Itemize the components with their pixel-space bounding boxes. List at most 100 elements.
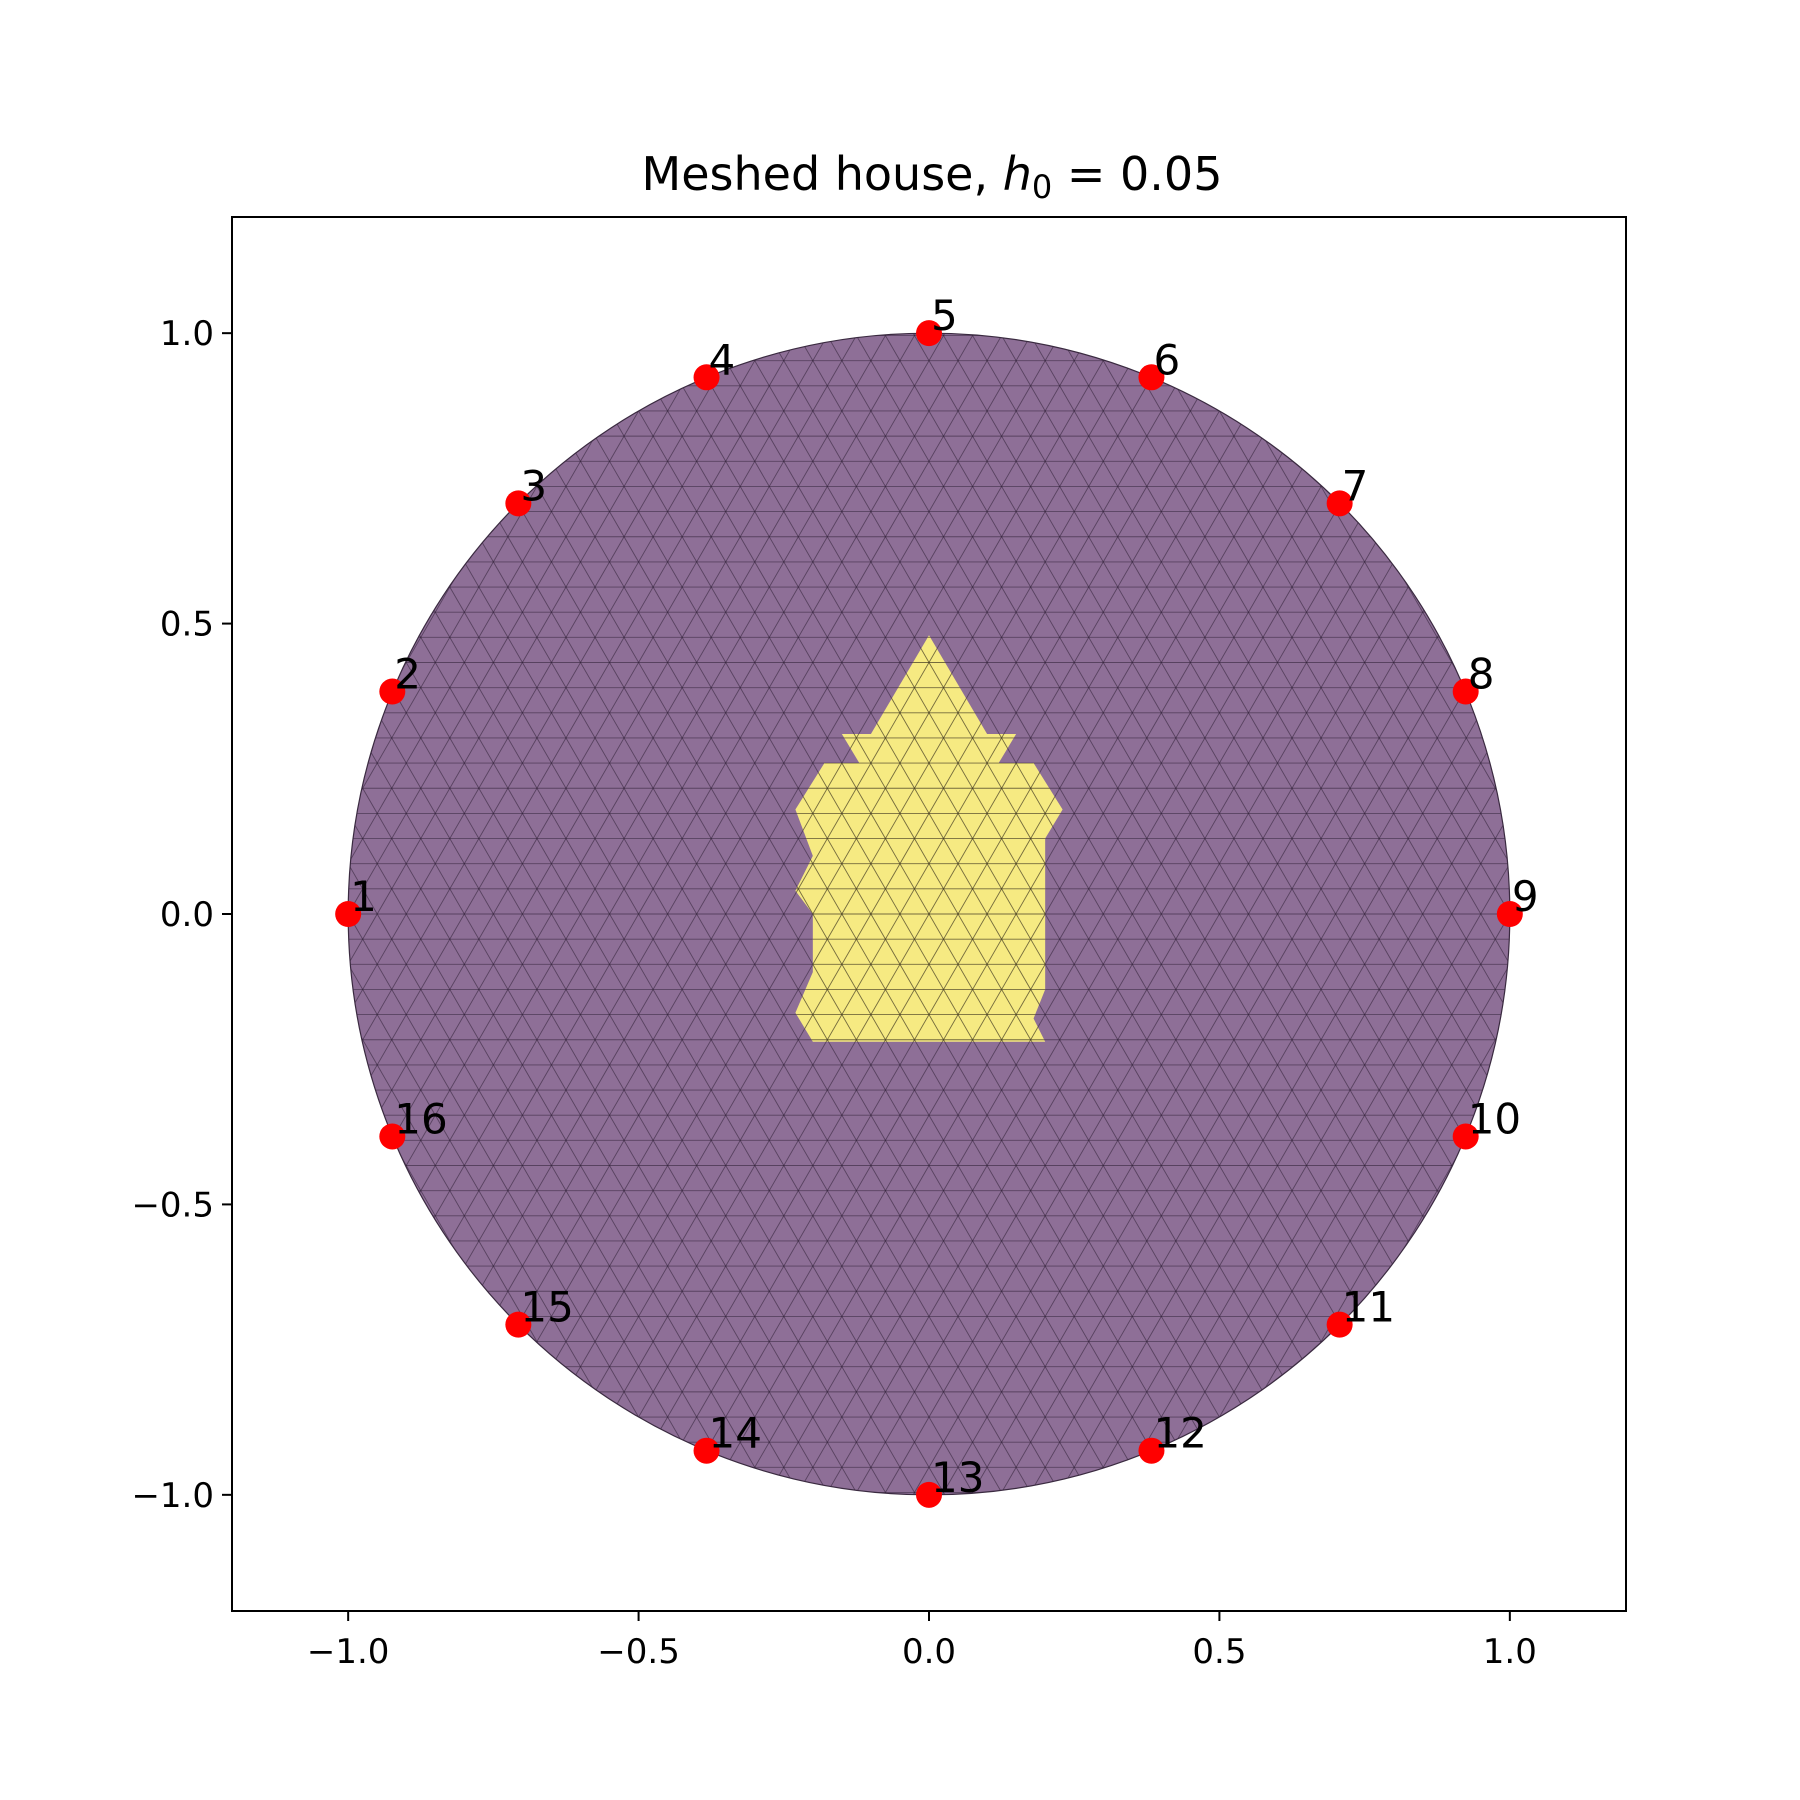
mesh-edge bbox=[889, 544, 1492, 1495]
mesh-edge bbox=[348, 556, 947, 1495]
house-mesh-edge bbox=[795, 635, 1063, 1042]
mesh-edge bbox=[1063, 644, 1510, 1495]
electrode-point bbox=[1138, 364, 1165, 391]
mesh-edge bbox=[1129, 333, 1510, 1146]
electrode-point bbox=[916, 1481, 942, 1508]
mesh-edge bbox=[867, 333, 1470, 1297]
electrode-label: 11 bbox=[1342, 1283, 1395, 1332]
chart-title-var: h bbox=[1003, 147, 1032, 201]
x-tick-label: −0.5 bbox=[597, 1632, 680, 1672]
electrode-point bbox=[505, 1311, 532, 1338]
electrode-label: 8 bbox=[1468, 650, 1495, 699]
mesh-edge bbox=[1085, 657, 1510, 1495]
mesh-edge bbox=[824, 506, 1426, 1495]
house-mesh-edge bbox=[795, 635, 1063, 1042]
mesh-edge bbox=[780, 481, 1383, 1495]
electrode-label: 4 bbox=[709, 335, 736, 384]
house-mesh-edge bbox=[795, 635, 1063, 1042]
mesh-edge bbox=[348, 657, 773, 1495]
mesh-edge bbox=[911, 333, 1510, 1272]
mesh-edge bbox=[802, 494, 1405, 1495]
mesh-edge bbox=[453, 333, 1056, 1334]
mesh-edge bbox=[976, 594, 1510, 1495]
mesh-edge bbox=[432, 333, 1034, 1322]
electrode-point bbox=[1452, 1123, 1479, 1150]
x-tick-label: 1.0 bbox=[1483, 1632, 1537, 1672]
house-mesh-edge bbox=[795, 635, 1063, 1042]
mesh-edge bbox=[954, 333, 1510, 1246]
mesh-edge bbox=[348, 333, 882, 1234]
mesh-edge bbox=[1107, 670, 1510, 1495]
y-tick-label: −0.5 bbox=[131, 1185, 214, 1225]
electrode-label: 6 bbox=[1153, 335, 1180, 384]
y-axis-ticks: −1.0 −0.5 0.0 0.5 1.0 bbox=[131, 314, 232, 1516]
x-tick-label: −1.0 bbox=[307, 1632, 390, 1672]
mesh-edge bbox=[348, 632, 816, 1495]
electrode-label: 7 bbox=[1342, 461, 1369, 510]
electrode-label: 5 bbox=[931, 291, 958, 340]
y-tick-label: 0.0 bbox=[160, 895, 214, 935]
electrode-point bbox=[379, 678, 406, 705]
house-mesh-edge bbox=[795, 635, 1063, 1042]
electrode-point bbox=[1326, 490, 1353, 517]
mesh-edge bbox=[388, 531, 991, 1495]
house-mesh-edge bbox=[795, 635, 1063, 1042]
electrode-label: 2 bbox=[394, 650, 421, 699]
mesh-edge bbox=[933, 569, 1510, 1495]
electrode-label: 10 bbox=[1468, 1094, 1521, 1143]
electrode-point bbox=[693, 364, 720, 391]
electrode-label: 3 bbox=[520, 461, 547, 510]
electrode-point bbox=[1326, 1311, 1353, 1338]
electrode-label: 15 bbox=[520, 1283, 573, 1332]
mesh-edge bbox=[388, 333, 991, 1297]
house-mesh-edge bbox=[795, 635, 1063, 1042]
house-mesh-edge bbox=[795, 635, 1063, 1042]
mesh-edge bbox=[348, 333, 773, 1171]
electrode-point bbox=[1496, 901, 1523, 927]
house-mesh-edge bbox=[795, 635, 1063, 1042]
electrode-point bbox=[379, 1123, 406, 1150]
mesh-edge bbox=[348, 333, 751, 1158]
electrode-point bbox=[693, 1437, 720, 1464]
mesh-edge bbox=[475, 333, 1078, 1347]
x-tick-label: 0.5 bbox=[1192, 1632, 1246, 1672]
mesh-edge bbox=[780, 333, 1383, 1347]
house-mesh-edge bbox=[795, 635, 1063, 1042]
house-mesh-edge bbox=[795, 635, 1063, 1042]
house-mesh-edge bbox=[795, 635, 1063, 1042]
electrode-label: 13 bbox=[931, 1453, 984, 1502]
mesh-edge bbox=[1085, 333, 1510, 1171]
mesh-edge bbox=[348, 682, 729, 1495]
mesh-edge bbox=[1042, 333, 1510, 1196]
chart-title-prefix: Meshed house, bbox=[642, 147, 1003, 201]
mesh-edge bbox=[432, 506, 1034, 1495]
mesh-edge bbox=[348, 582, 904, 1495]
electrode-label: 14 bbox=[709, 1409, 762, 1458]
house-mesh-edge bbox=[795, 635, 1063, 1042]
chart-title-eq: = 0.05 bbox=[1052, 147, 1222, 201]
electrode-point bbox=[335, 901, 362, 927]
mesh-edge bbox=[911, 556, 1510, 1495]
house-mesh-edge bbox=[795, 635, 1063, 1042]
mesh-edge bbox=[846, 519, 1448, 1495]
mesh-edge bbox=[348, 333, 795, 1184]
mesh-edge bbox=[824, 333, 1426, 1322]
house-mesh-edge bbox=[795, 635, 1063, 1042]
mesh-edge bbox=[348, 333, 816, 1196]
electrode-label: 12 bbox=[1153, 1409, 1206, 1458]
mesh-edge bbox=[1129, 682, 1510, 1495]
house-mesh-edge bbox=[795, 635, 1063, 1042]
mesh-edge bbox=[954, 582, 1510, 1495]
electrode-point bbox=[1138, 1437, 1165, 1464]
electrode-label: 9 bbox=[1512, 872, 1539, 921]
mesh-edge bbox=[348, 333, 947, 1272]
mesh-edge bbox=[348, 333, 904, 1246]
mesh-edge bbox=[348, 333, 925, 1259]
y-tick-label: 0.5 bbox=[160, 605, 214, 645]
mesh-edge bbox=[1042, 632, 1510, 1495]
mesh-edge bbox=[475, 481, 1078, 1495]
x-axis-ticks: −1.0 −0.5 0.0 0.5 1.0 bbox=[307, 1611, 1537, 1672]
